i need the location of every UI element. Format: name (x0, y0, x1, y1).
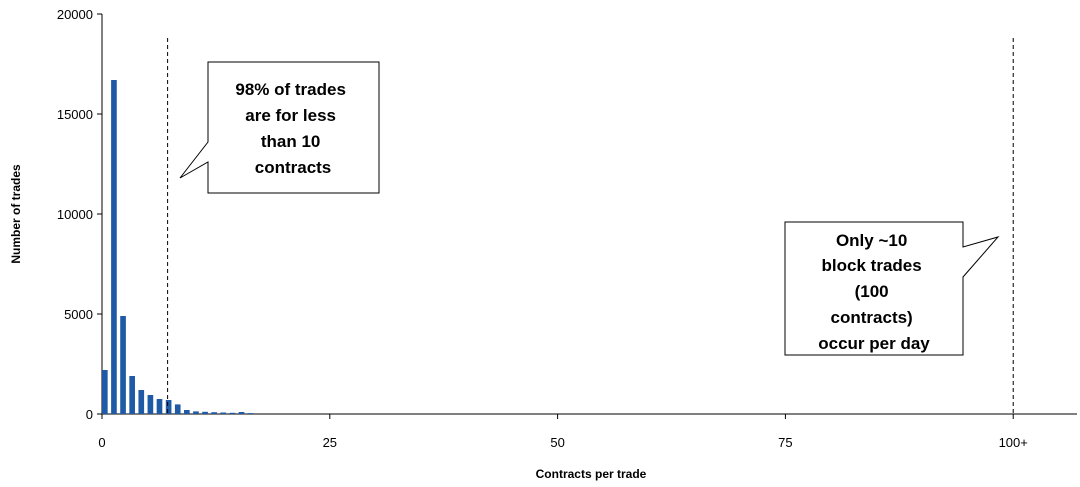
bar (102, 370, 108, 414)
y-tick-label: 10000 (57, 207, 93, 222)
bar (111, 80, 117, 414)
callout-less-than-10-line-1: 98% of trades (235, 80, 346, 99)
callout-block-trades-line-2: block trades (822, 256, 922, 275)
x-axis-title: Contracts per trade (536, 467, 647, 481)
y-axis: 0 5000 10000 15000 20000 (57, 7, 103, 422)
bar (120, 316, 126, 414)
bar (184, 410, 190, 414)
callout-block-trades-line-3: (100 (855, 282, 889, 301)
callout-less-than-10-line-2: are for less (245, 106, 336, 125)
bar (138, 390, 145, 414)
y-tick-label: 0 (86, 407, 93, 422)
bar (129, 376, 135, 414)
bar (165, 400, 172, 414)
callout-block-trades-box (784, 221, 1000, 356)
x-axis: 0 25 50 75 100+ (98, 413, 1077, 450)
y-tick-label: 5000 (64, 307, 93, 322)
bar (156, 399, 163, 414)
callout-less-than-10-line-3: than 10 (261, 132, 321, 151)
svg-text:Only ~10 block trades: Only ~10 block trades (100 contracts) oc… (818, 231, 930, 353)
bar (229, 412, 236, 414)
callout-block-trades-line-1: Only ~10 (836, 231, 907, 250)
x-tick-label: 50 (550, 435, 564, 450)
y-tick-label: 15000 (57, 107, 93, 122)
callout-less-than-10-box (179, 61, 380, 194)
bar (174, 404, 181, 414)
bars (102, 80, 254, 414)
callout-less-than-10: 98% of trades are for less than 10 contr… (179, 61, 380, 194)
callout-block-trades-line-5: occur per day (818, 334, 930, 353)
x-tick-label: 100+ (999, 435, 1028, 450)
svg-text:98% of trades are for le: 98% of trades are for less than 10 contr… (235, 80, 350, 177)
x-tick-label: 75 (778, 435, 792, 450)
callout-less-than-10-line-4: contracts (255, 158, 332, 177)
callout-block-trades: Only ~10 block trades (100 contracts) oc… (784, 221, 1000, 356)
y-axis-title: Number of trades (9, 164, 23, 264)
y-tick-label: 20000 (57, 7, 93, 22)
bar (147, 395, 154, 414)
bar (202, 411, 208, 414)
bar (193, 411, 199, 414)
x-tick-label: 25 (323, 435, 337, 450)
bar (247, 413, 254, 414)
x-tick-label: 0 (98, 435, 105, 450)
bar (238, 412, 245, 414)
bar (211, 412, 217, 414)
callout-block-trades-line-4: contracts) (831, 308, 913, 327)
bar (220, 412, 227, 414)
